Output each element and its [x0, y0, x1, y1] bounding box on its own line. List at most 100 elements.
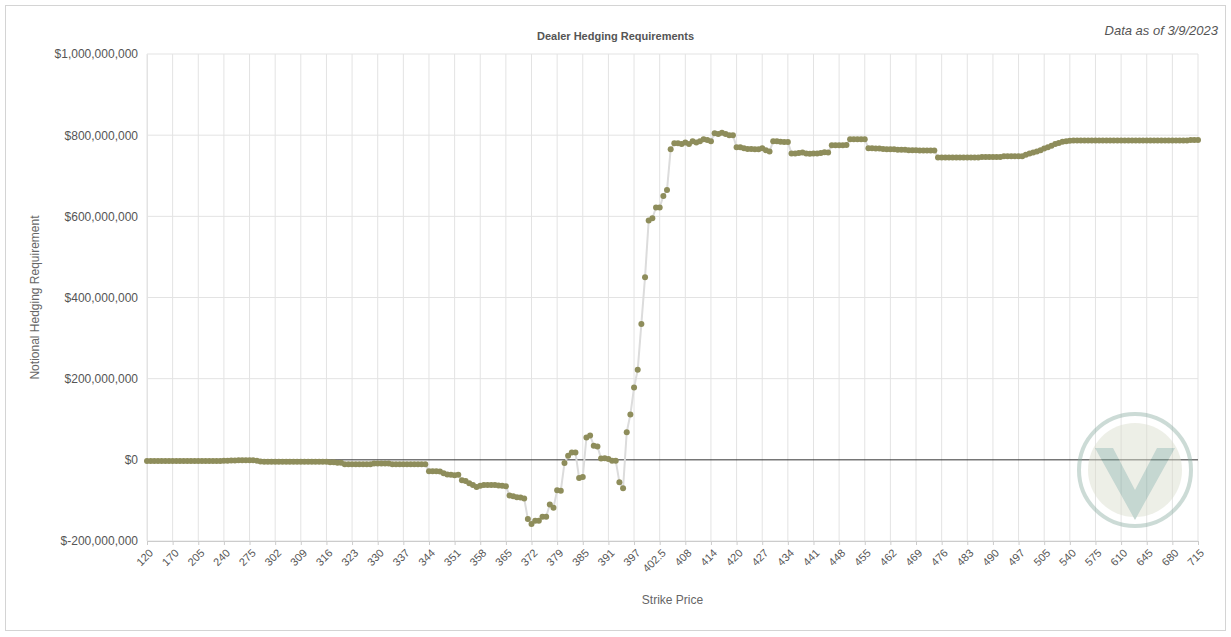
- x-tick-mark: [583, 541, 584, 545]
- x-tick-mark: [890, 541, 891, 545]
- x-tick: 240: [211, 541, 232, 568]
- data-point: [730, 132, 736, 138]
- x-tick-label: 448: [826, 547, 847, 568]
- x-tick-label: 365: [493, 547, 514, 568]
- x-tick-label: 344: [416, 547, 437, 568]
- x-tick-label: 385: [570, 547, 591, 568]
- frame: [6, 6, 1226, 631]
- x-tick: 316: [313, 541, 334, 568]
- x-axis-title: Strike Price: [642, 593, 704, 607]
- x-grid-line: [147, 54, 148, 541]
- x-tick-label: 490: [980, 547, 1001, 568]
- y-axis-line: [147, 55, 148, 542]
- x-tick: 170: [160, 541, 181, 568]
- x-tick-mark: [634, 541, 635, 545]
- x-tick-mark: [173, 541, 174, 545]
- x-tick-mark: [455, 541, 456, 545]
- x-tick-mark: [1147, 541, 1148, 545]
- logo: [1079, 414, 1191, 526]
- data-point: [594, 443, 600, 449]
- x-tick: 575: [1082, 541, 1103, 568]
- x-tick: 205: [185, 541, 206, 568]
- x-tick: 397: [621, 541, 642, 568]
- x-tick-label: 680: [1159, 547, 1180, 568]
- x-tick-mark: [224, 541, 225, 545]
- x-tick-mark: [1172, 541, 1173, 545]
- x-tick: 441: [800, 541, 821, 568]
- data-point: [649, 215, 655, 221]
- x-tick-label: 397: [621, 547, 642, 568]
- y-tick: $0: [125, 453, 147, 467]
- x-tick: 275: [236, 541, 257, 568]
- x-tick: 427: [749, 541, 770, 568]
- y-tick: $400,000,000: [65, 291, 147, 305]
- x-tick-mark: [378, 541, 379, 545]
- data-point: [825, 150, 831, 156]
- x-tick-label: 205: [185, 547, 206, 568]
- x-tick-mark: [1044, 541, 1045, 545]
- x-tick-mark: [762, 541, 763, 545]
- x-tick: 610: [1108, 541, 1129, 568]
- x-tick-mark: [326, 541, 327, 545]
- x-tick: 344: [416, 541, 437, 568]
- y-grid-line: [147, 297, 1198, 298]
- x-tick-label: 309: [288, 547, 309, 568]
- x-tick-label: 408: [672, 547, 693, 568]
- logo-ring: [1079, 414, 1191, 526]
- data-point: [525, 516, 531, 522]
- x-tick-label: 391: [595, 547, 616, 568]
- x-tick: 483: [954, 541, 975, 568]
- x-tick: 434: [775, 541, 796, 568]
- x-tick-label: 170: [160, 547, 181, 568]
- x-tick-mark: [942, 541, 943, 545]
- x-tick: 358: [467, 541, 488, 568]
- x-tick: 540: [1057, 541, 1078, 568]
- y-tick-label: $-200,000,000: [61, 534, 139, 548]
- x-tick-label: 610: [1108, 547, 1129, 568]
- x-tick-mark: [147, 541, 148, 545]
- x-tick-mark: [685, 541, 686, 545]
- x-tick-label: 455: [852, 547, 873, 568]
- data-point: [642, 274, 648, 280]
- data-point: [631, 385, 637, 391]
- x-tick-mark: [711, 541, 712, 545]
- x-tick-label: 323: [339, 547, 360, 568]
- data-point: [521, 495, 527, 501]
- x-tick: 645: [1134, 541, 1155, 568]
- x-tick-label: 337: [390, 547, 411, 568]
- x-tick-mark: [865, 541, 866, 545]
- x-axis-line: [148, 542, 1199, 546]
- x-tick-mark: [660, 541, 661, 545]
- x-tick: 391: [595, 541, 616, 568]
- x-tick-mark: [352, 541, 353, 545]
- data-point: [613, 458, 619, 464]
- y-tick: $600,000,000: [65, 210, 147, 224]
- series-line: [147, 133, 1198, 524]
- x-tick: 715: [1185, 541, 1206, 568]
- x-tick-label: 434: [775, 547, 796, 568]
- data-point: [1195, 137, 1201, 143]
- y-tick-label: $200,000,000: [65, 372, 139, 386]
- x-tick-label: 372: [518, 547, 539, 568]
- y-axis-title: Notional Hedging Requirement: [28, 215, 42, 380]
- y-tick: $800,000,000: [65, 129, 147, 143]
- data-point: [638, 321, 644, 327]
- data-point: [931, 148, 937, 154]
- y-grid-line: [147, 135, 1198, 136]
- x-axis: 1201702052402753023093163233303373443513…: [134, 541, 1206, 575]
- x-tick-label: 330: [365, 547, 386, 568]
- x-tick-label: 414: [698, 547, 719, 568]
- x-tick-label: 427: [749, 547, 770, 568]
- x-tick: 455: [852, 541, 873, 568]
- x-tick-mark: [1121, 541, 1122, 545]
- data-point: [558, 488, 564, 494]
- data-point: [616, 479, 622, 485]
- y-tick: $1,000,000,000: [55, 47, 147, 61]
- x-tick: 379: [544, 541, 565, 568]
- y-grid-line: [147, 378, 1198, 379]
- data-point: [543, 514, 549, 520]
- x-tick: 337: [390, 541, 411, 568]
- y-tick-label: $600,000,000: [65, 210, 139, 224]
- x-tick-mark: [198, 541, 199, 545]
- x-tick-label: 469: [903, 547, 924, 568]
